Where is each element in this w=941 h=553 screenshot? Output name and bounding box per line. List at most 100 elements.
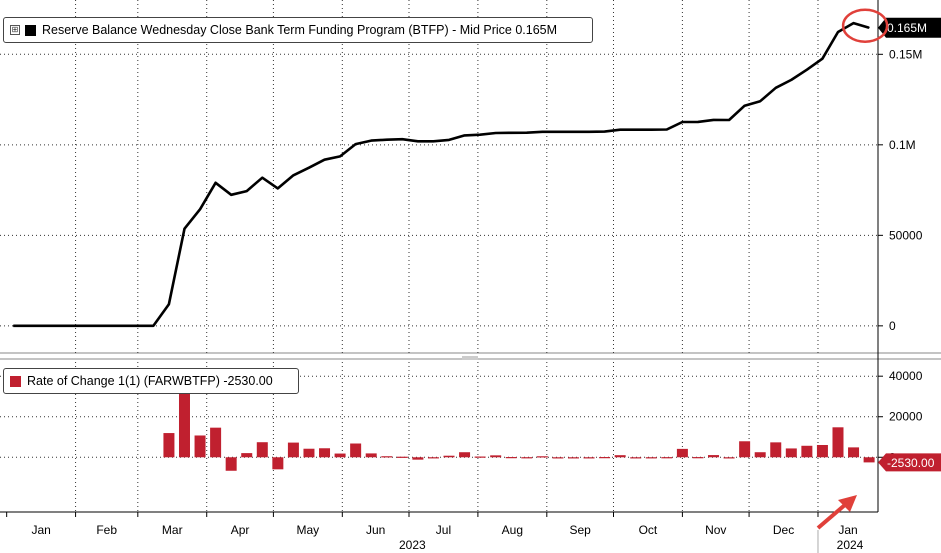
- line-point: [852, 22, 855, 24]
- line-series-swatch: [25, 24, 36, 36]
- line-point: [775, 87, 777, 89]
- rate-of-change-bar: [863, 457, 875, 463]
- line-point: [43, 325, 46, 327]
- x-tick-label-month: Oct: [639, 523, 658, 537]
- line-point: [510, 132, 512, 134]
- line-point: [448, 139, 450, 141]
- rate-of-change-bar: [599, 457, 611, 459]
- rate-of-change-bar: [443, 455, 455, 458]
- rate-of-change-bar: [490, 455, 502, 458]
- x-tick-label-month: Jan: [838, 523, 857, 537]
- rate-of-change-bar: [350, 443, 362, 458]
- rate-of-change-bar: [661, 457, 673, 459]
- rate-of-change-bar: [848, 447, 860, 458]
- top-legend-text: Reserve Balance Wednesday Close Bank Ter…: [42, 23, 558, 37]
- rate-of-change-bar: [241, 453, 253, 458]
- line-point: [495, 132, 497, 134]
- x-tick-label-month: Jun: [366, 523, 385, 537]
- line-point: [728, 119, 730, 121]
- rate-of-change-bar: [381, 456, 393, 458]
- current-value-label: -2530.00: [887, 456, 935, 470]
- x-tick-label-month: May: [297, 523, 320, 537]
- rate-of-change-bar: [692, 457, 704, 459]
- rate-of-change-bar: [614, 455, 626, 458]
- line-point: [635, 129, 637, 131]
- line-point: [666, 128, 668, 131]
- line-series-btfp: [13, 21, 870, 328]
- rate-of-change-bar: [272, 457, 284, 470]
- line-point: [697, 121, 699, 123]
- rate-of-change-bar: [474, 456, 486, 458]
- rate-of-change-bar: [676, 448, 688, 458]
- current-value-tag: [878, 453, 941, 472]
- rate-of-change-bar: [365, 453, 377, 458]
- bottom-legend[interactable]: Rate of Change 1(1) (FARWBTFP) -2530.00: [3, 368, 299, 394]
- line-point: [292, 174, 295, 176]
- bar-series-swatch: [10, 375, 21, 387]
- rate-of-change-bar: [770, 442, 782, 458]
- rate-of-change-bar: [801, 445, 813, 458]
- rate-of-change-bar: [630, 457, 642, 459]
- rate-of-change-bar: [505, 457, 517, 459]
- rate-of-change-bar: [645, 457, 657, 459]
- line-point: [541, 131, 543, 133]
- line-point: [168, 303, 170, 305]
- rate-of-change-bar: [396, 456, 408, 458]
- rate-of-change-bar: [287, 442, 299, 458]
- line-point: [619, 129, 621, 131]
- line-point: [557, 131, 559, 133]
- rate-of-change-bar: [194, 435, 206, 458]
- line-point: [355, 143, 357, 145]
- x-tick-label-month: Aug: [502, 523, 523, 537]
- line-point: [261, 177, 263, 179]
- rate-of-change-bar: [567, 457, 579, 459]
- rate-of-change-bar: [163, 433, 175, 458]
- line-point: [183, 228, 186, 230]
- line-point: [650, 129, 652, 131]
- x-tick-label-month: Dec: [773, 523, 794, 537]
- rate-of-change-bar: [256, 442, 268, 458]
- y-tick-label: 40000: [889, 369, 923, 383]
- rate-of-change-bar: [319, 448, 331, 458]
- rate-of-change-bar: [739, 441, 751, 458]
- rate-of-change-bar: [178, 372, 190, 458]
- rate-of-change-bar: [225, 457, 237, 471]
- highlight-arrow-head: [838, 495, 857, 512]
- rate-of-change-bar: [708, 455, 720, 458]
- current-value-label: 0.165M: [887, 21, 927, 35]
- rate-of-change-bar: [210, 427, 222, 458]
- x-tick-label-month: Nov: [705, 523, 726, 537]
- line-point: [339, 155, 341, 157]
- line-point: [463, 134, 466, 136]
- line-point: [59, 325, 61, 327]
- line-point: [106, 325, 108, 327]
- top-legend[interactable]: ⊞ Reserve Balance Wednesday Close Bank T…: [3, 17, 593, 43]
- line-point: [137, 325, 139, 327]
- y-tick-label: 0.1M: [889, 138, 916, 152]
- x-tick-label-month: Sep: [569, 523, 591, 537]
- line-point: [790, 79, 792, 81]
- line-point: [712, 119, 715, 121]
- line-point: [74, 325, 77, 327]
- rate-of-change-bar: [427, 457, 439, 459]
- line-point: [759, 100, 761, 102]
- line-point: [572, 131, 575, 133]
- expand-box-icon[interactable]: ⊞: [10, 25, 20, 35]
- rate-of-change-bar: [816, 444, 828, 458]
- line-point: [479, 134, 481, 136]
- rate-of-change-bar: [754, 452, 766, 458]
- line-point: [152, 325, 154, 327]
- rate-of-change-bar: [723, 457, 735, 459]
- rate-of-change-bar: [459, 452, 471, 458]
- line-point: [370, 140, 372, 142]
- x-tick-label-month: Apr: [231, 523, 250, 537]
- line-point: [681, 121, 683, 123]
- highlight-circle: [841, 8, 889, 43]
- rate-of-change-bar: [303, 448, 315, 458]
- rate-of-change-bar: [583, 457, 595, 459]
- x-tick-label-month: Jul: [436, 523, 451, 537]
- rate-of-change-bar: [412, 457, 424, 460]
- line-point: [744, 105, 746, 107]
- line-point: [28, 325, 30, 327]
